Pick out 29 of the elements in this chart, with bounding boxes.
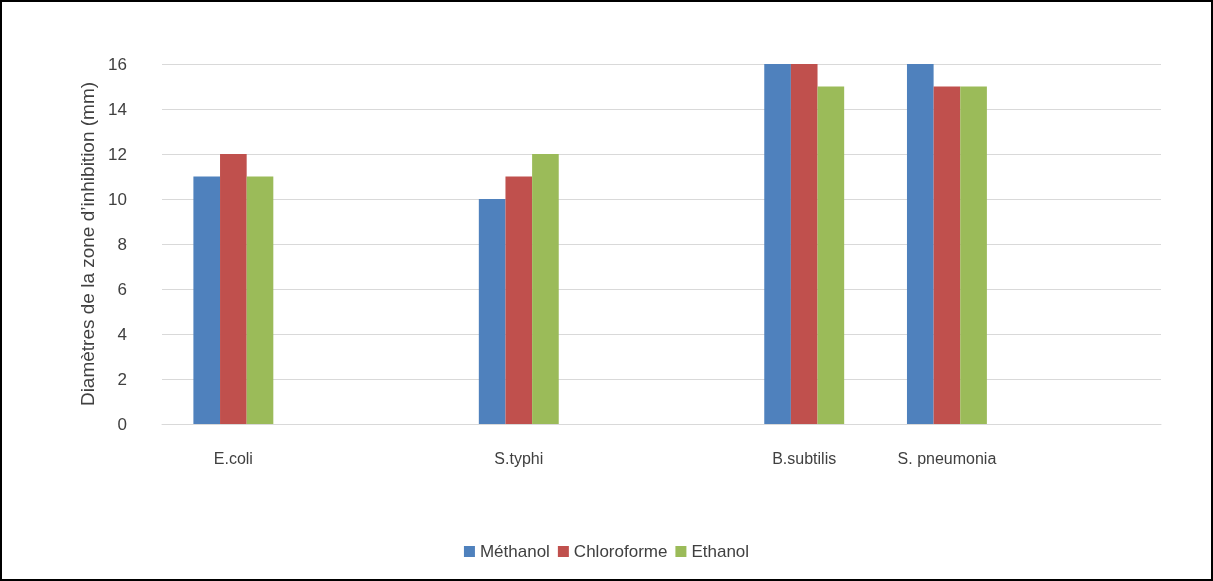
bar bbox=[246, 176, 274, 424]
bar bbox=[505, 176, 533, 424]
bar bbox=[817, 86, 845, 424]
y-tick-label: 0 bbox=[117, 414, 127, 434]
legend-label: Méthanol bbox=[479, 542, 550, 561]
bar bbox=[764, 64, 791, 424]
legend-label: Ethanol bbox=[691, 542, 750, 561]
x-tick-label: S.typhi bbox=[494, 449, 544, 467]
bar bbox=[933, 86, 961, 424]
y-tick-label: 14 bbox=[108, 99, 127, 119]
y-tick-label: 12 bbox=[108, 144, 127, 164]
x-tick-label: B.subtilis bbox=[772, 449, 837, 467]
y-tick-label: 8 bbox=[117, 234, 127, 254]
x-tick-label: E.coli bbox=[213, 449, 253, 467]
bar bbox=[960, 86, 987, 424]
y-axis-title: Diamètres de la zone d’inhibition (mm) bbox=[77, 81, 99, 407]
y-tick-label: 6 bbox=[117, 279, 127, 299]
bar bbox=[906, 64, 934, 424]
bar bbox=[478, 199, 506, 424]
y-tick-label: 16 bbox=[108, 54, 127, 74]
bar bbox=[790, 64, 818, 424]
y-tick-label: 10 bbox=[108, 189, 127, 209]
bar bbox=[532, 154, 559, 424]
x-tick-label: S. pneumonia bbox=[897, 449, 997, 467]
bar bbox=[193, 176, 221, 424]
bar bbox=[220, 154, 247, 424]
y-tick-label: 2 bbox=[117, 369, 127, 389]
y-tick-label: 4 bbox=[117, 324, 127, 344]
legend-label: Chloroforme bbox=[573, 542, 668, 561]
